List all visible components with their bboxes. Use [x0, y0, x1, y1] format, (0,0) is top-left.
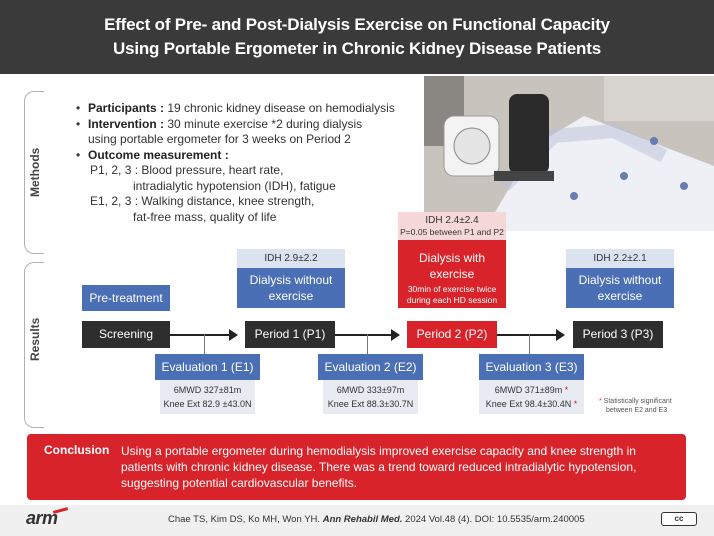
- patient-ergometer-photo: [424, 76, 714, 231]
- dialysis-with-note2: during each HD session: [406, 295, 498, 305]
- arrow-1: [170, 329, 238, 341]
- e3-knee-star: *: [573, 399, 578, 409]
- conclusion-text: Using a portable ergometer during hemodi…: [121, 444, 637, 490]
- evaluation-3-data: 6MWD 371±89m * Knee Ext 98.4±30.4N *: [479, 380, 584, 414]
- e3-knee-row: Knee Ext 98.4±30.4N *: [479, 397, 584, 411]
- dialysis-with-line2: exercise: [429, 267, 475, 281]
- evaluation-2-box: Evaluation 2 (E2): [318, 354, 423, 380]
- arrow-2: [335, 329, 400, 341]
- methods-bracket: [24, 91, 44, 254]
- e3-knee: Knee Ext 98.4±30.4N: [485, 399, 572, 409]
- dialysis-with-p2: Dialysis with exercise 30min of exercise…: [398, 240, 506, 308]
- results-bracket: [24, 262, 44, 428]
- methods-label: Methods: [28, 147, 42, 197]
- citation-authors: Chae TS, Kim DS, Ko MH, Won YH.: [168, 514, 321, 525]
- screening-box: Screening: [82, 321, 170, 348]
- idh-p1: IDH 2.9±2.2: [237, 249, 345, 268]
- intervention-text: 30 minute exercise *2 during dialysis: [167, 116, 363, 131]
- e1-6mwd: 6MWD 327±81m: [173, 385, 242, 395]
- intervention-label: Intervention :: [88, 116, 165, 131]
- outcome-p-line-2: intradialytic hypotension (IDH), fatigue: [133, 178, 336, 193]
- arrow-3: [497, 329, 565, 341]
- conclusion-label: Conclusion: [44, 443, 110, 457]
- dialysis-without-p1-line1: Dialysis without: [249, 273, 333, 287]
- dialysis-with-line1: Dialysis with: [418, 251, 485, 265]
- footnote-text1: Statistically significant: [603, 398, 672, 405]
- dialysis-with-note1: 30min of exercise twice: [407, 284, 497, 294]
- e1-knee: Knee Ext 82.9 ±43.0N: [163, 399, 252, 409]
- arm-logo: arm: [26, 508, 58, 528]
- e3-6mwd: 6MWD 371±89m: [494, 385, 563, 395]
- outcome-item: Outcome measurement :: [76, 148, 416, 164]
- header: Effect of Pre- and Post-Dialysis Exercis…: [0, 0, 714, 74]
- citation-details: 2024 Vol.48 (4). DOI: 10.5535/arm.240005: [405, 514, 585, 525]
- footnote-text2: between E2 and E3: [606, 407, 668, 414]
- title-line-2: Using Portable Ergometer in Chronic Kidn…: [113, 39, 601, 58]
- idh-p2-note: P=0.05 between P1 and P2: [400, 227, 504, 237]
- connector-e2: [367, 334, 368, 354]
- outcome-e-line-2: fat-free mass, quality of life: [133, 209, 277, 224]
- e2-knee: Knee Ext 88.3±30.7N: [327, 399, 414, 409]
- citation: Chae TS, Kim DS, Ko MH, Won YH. Ann Reha…: [168, 514, 585, 525]
- dialysis-without-p3-line2: exercise: [597, 289, 643, 303]
- title-line-1: Effect of Pre- and Post-Dialysis Exercis…: [104, 15, 610, 34]
- footnote-star: *: [599, 398, 602, 405]
- results-label: Results: [28, 317, 42, 361]
- period-1-box: Period 1 (P1): [245, 321, 335, 348]
- evaluation-1-data: 6MWD 327±81m Knee Ext 82.9 ±43.0N: [160, 380, 255, 414]
- participants-label: Participants :: [88, 101, 165, 115]
- outcome-e-line-1: E1, 2, 3 : Walking distance, knee streng…: [90, 194, 315, 208]
- evaluation-2-data: 6MWD 333±97m Knee Ext 88.3±30.7N: [323, 380, 418, 414]
- idh-p3: IDH 2.2±2.1: [566, 249, 674, 268]
- cc-license-icon[interactable]: cc: [661, 512, 697, 526]
- footer: arm Chae TS, Kim DS, Ko MH, Won YH. Ann …: [0, 505, 714, 536]
- evaluation-3-box: Evaluation 3 (E3): [479, 354, 584, 380]
- e2-6mwd: 6MWD 333±97m: [336, 385, 405, 395]
- intervention-item: Intervention : 30 minute exercise *2 dur…: [76, 117, 416, 133]
- conclusion-box: Conclusion Using a portable ergometer du…: [27, 434, 686, 500]
- dialysis-without-p3: Dialysis without exercise: [566, 268, 674, 308]
- dialysis-without-p3-line1: Dialysis without: [578, 273, 662, 287]
- idh-p2-box: IDH 2.4±2.4 P=0.05 between P1 and P2: [398, 212, 506, 240]
- period-2-box: Period 2 (P2): [407, 321, 497, 348]
- connector-e1: [204, 334, 205, 354]
- outcome-label: Outcome measurement :: [88, 147, 229, 162]
- significance-footnote: * Statistically significant between E2 a…: [599, 397, 709, 415]
- e3-6mwd-star: *: [564, 385, 569, 395]
- participants-item: Participants : 19 chronic kidney disease…: [76, 101, 416, 117]
- e3-6mwd-row: 6MWD 371±89m *: [479, 383, 584, 397]
- evaluation-1-box: Evaluation 1 (E1): [155, 354, 260, 380]
- photo-illustration: [424, 76, 714, 231]
- idh-p2: IDH 2.4±2.4: [425, 215, 479, 226]
- citation-journal: Ann Rehabil Med.: [322, 514, 403, 525]
- intervention-text-2: using portable ergometer for 3 weeks on …: [88, 132, 351, 146]
- pre-treatment-box: Pre-treatment: [82, 285, 170, 311]
- connector-e3: [529, 334, 530, 354]
- participants-text: 19 chronic kidney disease on hemodialysi…: [167, 101, 395, 115]
- dialysis-without-p1-line2: exercise: [268, 289, 314, 303]
- methods-list: Participants : 19 chronic kidney disease…: [76, 101, 416, 225]
- period-3-box: Period 3 (P3): [573, 321, 663, 348]
- footnote-line1: * Statistically significant: [599, 397, 709, 406]
- outcome-p-line-1: P1, 2, 3 : Blood pressure, heart rate,: [90, 163, 284, 177]
- dialysis-without-p1: Dialysis without exercise: [237, 268, 345, 308]
